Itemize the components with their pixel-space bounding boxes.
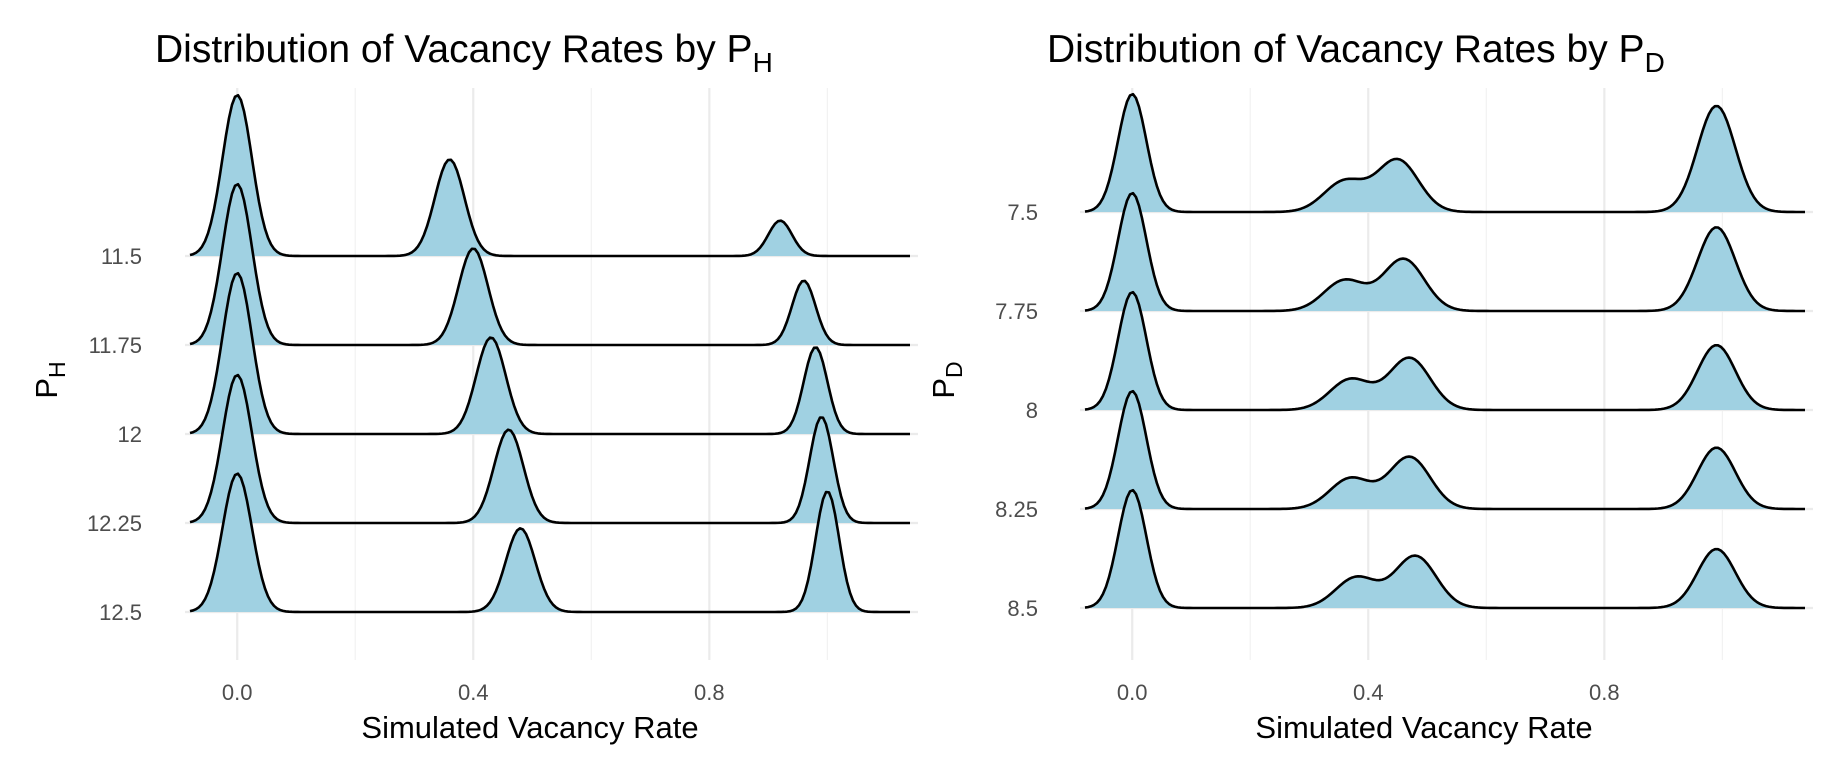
- y-axis-label-ph: PH: [29, 361, 70, 398]
- x-axis-label-pd: Simulated Vacancy Rate: [1255, 710, 1592, 745]
- y-tick-label-pd: 8.5: [1007, 596, 1038, 621]
- panel-pd: 7.5 7.75 8 8.25 8.5 0.0 0.4 0.8 Simulated Vacanc…: [926, 28, 1813, 745]
- ridges-ph: [189, 93, 910, 614]
- y-tick-label-pd: 8: [1026, 398, 1038, 423]
- panel-ph: 11.5 11.75 12 12.25 12.5 0.0 0.4 0.8 Simulated V…: [29, 28, 918, 745]
- x-tick-label-pd: 0.8: [1589, 680, 1620, 705]
- y-tick-label-ph: 12.5: [99, 600, 142, 625]
- ridge-line-pd-7.5: [1084, 92, 1805, 214]
- y-tick-label-ph: 12: [118, 422, 142, 447]
- y-tick-label-pd: 8.25: [995, 497, 1038, 522]
- ridge-line-pd-8.5: [1084, 488, 1805, 610]
- y-tick-label-ph: 12.25: [87, 511, 142, 536]
- y-tick-label-ph: 11.5: [101, 244, 142, 269]
- y-axis-label-pd: PD: [926, 361, 967, 398]
- x-axis-label-ph: Simulated Vacancy Rate: [361, 710, 698, 745]
- y-tick-label-pd: 7.5: [1007, 200, 1038, 225]
- ridge-fill-pd-8.25: [1085, 391, 1805, 509]
- ridge-fill-ph-11.5: [190, 95, 910, 256]
- y-tick-label-ph: 11.75: [89, 333, 142, 358]
- ridge-line-ph-12: [189, 271, 910, 436]
- x-tick-label-ph: 0.8: [694, 680, 725, 705]
- x-tick-label-ph: 0.0: [222, 680, 253, 705]
- ridges-pd: [1084, 92, 1805, 610]
- ridge-fill-ph-11.75: [190, 184, 910, 345]
- ridge-fill-ph-12.5: [190, 473, 910, 612]
- ridge-fill-pd-8: [1085, 292, 1805, 410]
- chart-title-ph: Distribution of Vacancy Rates by PH: [155, 28, 773, 78]
- ridge-line-pd-7.75: [1084, 191, 1805, 313]
- x-tick-label-ph: 0.4: [458, 680, 489, 705]
- ridge-fill-pd-7.5: [1085, 94, 1805, 212]
- ridge-line-ph-12.5: [189, 472, 910, 614]
- ridge-line-ph-11.75: [189, 182, 910, 347]
- ridge-fill-ph-12: [190, 273, 910, 434]
- ridge-line-pd-8.25: [1084, 389, 1805, 511]
- y-tick-label-pd: 7.75: [995, 299, 1038, 324]
- ridge-fill-ph-12.25: [190, 375, 910, 523]
- ridge-line-pd-8: [1084, 290, 1805, 412]
- chart-title-pd: Distribution of Vacancy Rates by PD: [1047, 28, 1665, 78]
- x-tick-label-pd: 0.0: [1117, 680, 1148, 705]
- ridge-fill-pd-8.5: [1085, 490, 1805, 608]
- ridge-line-ph-12.25: [189, 373, 910, 525]
- ridge-line-ph-11.5: [189, 93, 910, 258]
- ridge-fill-pd-7.75: [1085, 193, 1805, 311]
- x-tick-label-pd: 0.4: [1353, 680, 1384, 705]
